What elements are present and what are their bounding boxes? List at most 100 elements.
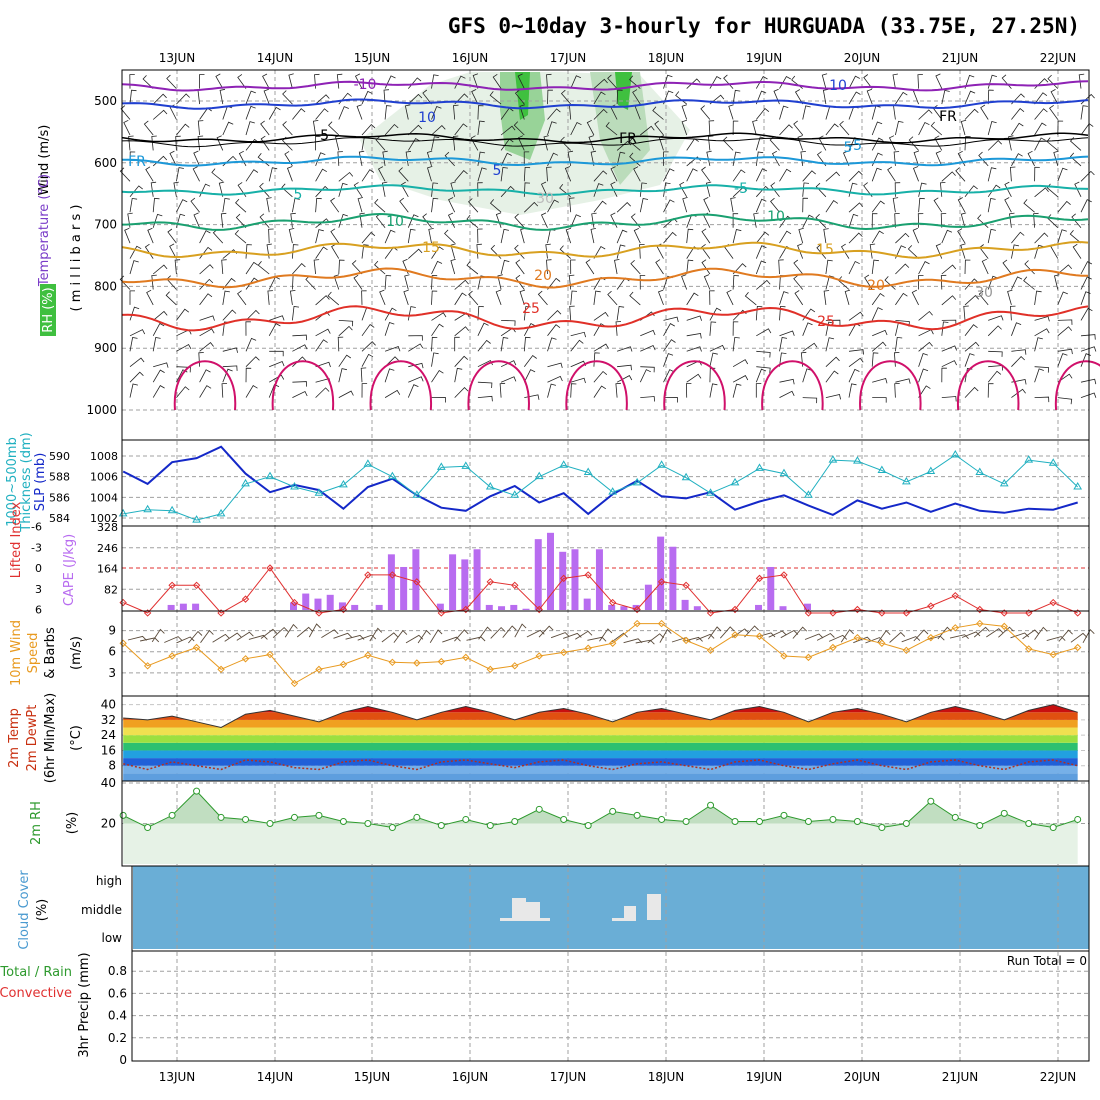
cape-bar bbox=[302, 593, 310, 610]
wind-barb bbox=[792, 626, 808, 639]
wind-barb bbox=[998, 626, 1014, 638]
wind-tick-label: 9 bbox=[108, 624, 116, 638]
thickness-tick-label: 588 bbox=[49, 471, 70, 484]
wind-barb bbox=[1011, 244, 1020, 259]
wind-barb bbox=[523, 322, 536, 336]
wind-barb bbox=[793, 120, 804, 136]
wind-barb bbox=[431, 323, 444, 337]
thickness-marker bbox=[118, 508, 128, 517]
wind-barb bbox=[259, 213, 270, 228]
temp-contour-35 bbox=[761, 360, 824, 411]
temperature-axis-label: Temperature (°C) bbox=[37, 174, 52, 287]
date-label-bottom: 13JUN bbox=[159, 1070, 196, 1084]
wind-barb bbox=[825, 171, 841, 182]
wind-barb bbox=[895, 378, 911, 384]
precip-tick-label: 0 bbox=[119, 1053, 127, 1067]
wind-barb bbox=[756, 328, 772, 337]
cape-bar bbox=[669, 546, 677, 610]
contour-label: 20 bbox=[867, 278, 885, 294]
wind-barb bbox=[259, 182, 270, 198]
wind-barb bbox=[988, 315, 1004, 321]
wind-barb bbox=[659, 628, 672, 643]
wind-barb bbox=[732, 120, 739, 136]
wind-barb bbox=[173, 181, 179, 197]
temp-contour-35 bbox=[173, 360, 237, 411]
wind-barb bbox=[1080, 170, 1095, 182]
thickness-range-label: 1000~500mb bbox=[5, 437, 20, 527]
lifted-tick-label: 3 bbox=[35, 583, 42, 596]
wind-barb bbox=[129, 197, 138, 213]
wind-barb bbox=[640, 329, 656, 337]
rh-marker bbox=[1000, 809, 1008, 817]
wind-barb bbox=[315, 229, 324, 244]
wind-barb bbox=[166, 74, 177, 89]
wind-barb bbox=[1011, 231, 1025, 244]
wind-barb bbox=[315, 136, 321, 151]
precip-tick-label: 0.4 bbox=[108, 1009, 127, 1023]
wind-barb bbox=[871, 213, 878, 228]
rh-marker bbox=[511, 817, 519, 825]
wind-barb bbox=[779, 378, 795, 385]
temp-line bbox=[123, 704, 1078, 729]
rh-marker bbox=[193, 787, 201, 795]
wind-barb bbox=[728, 104, 734, 120]
wind-barb bbox=[393, 629, 408, 643]
wind-barb bbox=[500, 259, 510, 275]
lifted-index-marker bbox=[119, 598, 127, 607]
wind-barb bbox=[490, 626, 506, 639]
wind-barb bbox=[654, 120, 664, 136]
wind-barb bbox=[960, 119, 967, 136]
wind-barb bbox=[617, 364, 632, 371]
wind-barb bbox=[338, 182, 348, 197]
wind-barb bbox=[825, 337, 835, 352]
lifted-index-line bbox=[123, 567, 1078, 614]
thickness-marker bbox=[241, 478, 250, 487]
wind-barb bbox=[407, 214, 419, 228]
wind-barb bbox=[564, 166, 572, 182]
thickness-marker bbox=[975, 467, 985, 476]
wind-barb bbox=[384, 368, 395, 383]
wind-barb bbox=[129, 89, 137, 105]
wind-barb bbox=[802, 105, 811, 120]
wind-barb bbox=[663, 339, 676, 352]
rh-axis-label: RH (%) bbox=[41, 287, 56, 332]
wind-speed-marker bbox=[584, 644, 592, 652]
wind-barb bbox=[292, 108, 306, 120]
wind-barb bbox=[1033, 212, 1039, 228]
wind-barb bbox=[408, 124, 423, 136]
wind-barb bbox=[616, 202, 631, 213]
wind-barb bbox=[940, 213, 947, 228]
wind-barb bbox=[328, 121, 340, 136]
wind-barb bbox=[477, 167, 487, 182]
lifted-index-marker bbox=[902, 609, 911, 617]
wind-barb bbox=[1023, 199, 1035, 213]
wind-barb bbox=[1002, 259, 1012, 275]
wind-barb bbox=[779, 352, 787, 367]
wind-barb bbox=[1034, 108, 1048, 120]
wind-barb bbox=[1008, 135, 1014, 151]
wind-barb bbox=[570, 75, 582, 89]
wind-barb bbox=[752, 119, 758, 136]
lifted-index-marker bbox=[388, 571, 397, 579]
thickness-marker bbox=[485, 482, 495, 490]
wind-barb bbox=[686, 259, 694, 275]
wind-barb bbox=[1011, 276, 1023, 290]
wind-barb bbox=[523, 336, 531, 352]
contour-label: 30 bbox=[975, 285, 993, 301]
thickness-marker bbox=[388, 471, 397, 480]
wind-barb bbox=[269, 360, 285, 368]
cape-tick-label: 328 bbox=[97, 521, 118, 534]
wind-barb bbox=[272, 626, 289, 639]
wind-barb bbox=[292, 334, 307, 341]
lifted-index-marker bbox=[853, 605, 862, 614]
wind-barb bbox=[1057, 397, 1073, 405]
wind-barb bbox=[655, 259, 664, 275]
wind-barb bbox=[245, 169, 259, 182]
wind-barb bbox=[1011, 388, 1026, 398]
wind-speed-marker bbox=[511, 662, 519, 670]
wind-barb bbox=[753, 212, 759, 228]
wind-barb bbox=[848, 260, 860, 275]
wind-barb bbox=[593, 170, 608, 182]
wind-barb bbox=[282, 121, 293, 136]
wind-barb bbox=[129, 337, 138, 352]
